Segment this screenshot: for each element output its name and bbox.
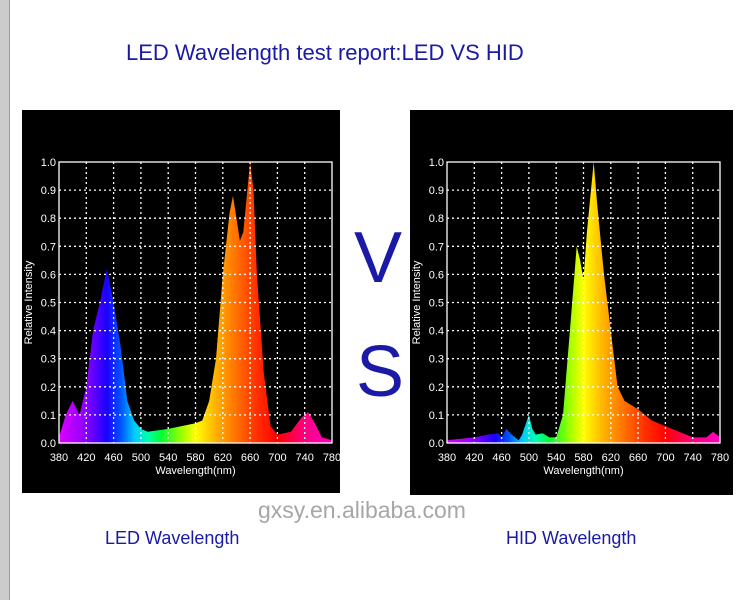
hid-caption: HID Wavelength xyxy=(506,528,637,548)
led-chart: 380 420 460 500 540 580 620 660 700 740 780 0.0 0.1 0… xyxy=(23,157,341,477)
y-tick-label: 0.1 xyxy=(41,410,56,422)
x-tick-label: 380 xyxy=(50,452,68,464)
x-tick-label: 500 xyxy=(520,452,538,464)
x-tick-label: 740 xyxy=(296,452,314,464)
y-tick-label: 1.0 xyxy=(429,157,444,169)
y-tick-label: 0.1 xyxy=(429,410,444,422)
x-tick-label: 540 xyxy=(159,452,177,464)
x-tick-label: 420 xyxy=(465,452,483,464)
y-tick-label: 0.9 xyxy=(41,185,56,197)
y-tick-label: 0.4 xyxy=(41,326,56,338)
y-tick-label: 0.0 xyxy=(429,438,444,450)
y-tick-label: 0.4 xyxy=(429,326,444,338)
y-tick-label: 0.3 xyxy=(429,354,444,366)
y-tick-label: 0.8 xyxy=(41,213,56,225)
y-tick-label: 0.8 xyxy=(429,213,444,225)
y-tick-label: 0.5 xyxy=(41,298,56,310)
x-tick-label: 660 xyxy=(629,452,647,464)
vs-letter-s: S xyxy=(356,332,405,412)
vs-letter-v: V xyxy=(354,218,403,298)
y-tick-label: 0.3 xyxy=(41,354,56,366)
x-tick-label: 700 xyxy=(656,452,674,464)
plot-frame xyxy=(58,161,333,444)
x-axis-label: Wavelength(nm) xyxy=(155,465,235,477)
y-tick-label: 0.7 xyxy=(429,241,444,253)
hid-chart-panel: 380 420 460 500 540 580 620 660 700 740 780 0.0 0.1 0… xyxy=(410,110,733,495)
watermark: gxsy.en.alibaba.com xyxy=(258,497,466,523)
page-edge xyxy=(0,0,10,600)
x-tick-label: 780 xyxy=(711,452,729,464)
hid-chart: 380 420 460 500 540 580 620 660 700 740 780 0.0 0.1 0… xyxy=(411,157,729,477)
x-tick-label: 620 xyxy=(214,452,232,464)
x-tick-label: 460 xyxy=(492,452,510,464)
y-tick-label: 0.0 xyxy=(41,438,56,450)
x-tick-label: 780 xyxy=(323,452,340,464)
x-tick-label: 740 xyxy=(684,452,702,464)
y-tick-label: 0.9 xyxy=(429,185,444,197)
x-tick-label: 380 xyxy=(438,452,456,464)
x-tick-label: 460 xyxy=(104,452,122,464)
x-tick-label: 660 xyxy=(241,452,259,464)
y-tick-label: 0.6 xyxy=(429,269,444,281)
x-tick-label: 700 xyxy=(268,452,286,464)
x-axis-label: Wavelength(nm) xyxy=(543,465,623,477)
page-title: LED Wavelength test report:LED VS HID xyxy=(126,40,524,65)
x-tick-label: 620 xyxy=(602,452,620,464)
y-tick-label: 0.5 xyxy=(429,298,444,310)
led-chart-panel: 380 420 460 500 540 580 620 660 700 740 780 0.0 0.1 0… xyxy=(22,110,341,493)
spectrum-area xyxy=(59,162,332,443)
y-tick-label: 1.0 xyxy=(41,157,56,169)
x-tick-label: 580 xyxy=(186,452,204,464)
plot-frame xyxy=(446,161,721,444)
led-caption: LED Wavelength xyxy=(105,528,240,548)
y-tick-label: 0.2 xyxy=(41,382,56,394)
x-tick-label: 500 xyxy=(132,452,150,464)
y-tick-label: 0.7 xyxy=(41,241,56,253)
y-tick-label: 0.2 xyxy=(429,382,444,394)
x-tick-label: 580 xyxy=(574,452,592,464)
y-axis-label: Relative Intensity xyxy=(411,260,423,344)
y-axis-label: Relative Intensity xyxy=(23,260,35,344)
x-tick-label: 540 xyxy=(547,452,565,464)
x-tick-label: 420 xyxy=(77,452,95,464)
y-tick-label: 0.6 xyxy=(41,269,56,281)
